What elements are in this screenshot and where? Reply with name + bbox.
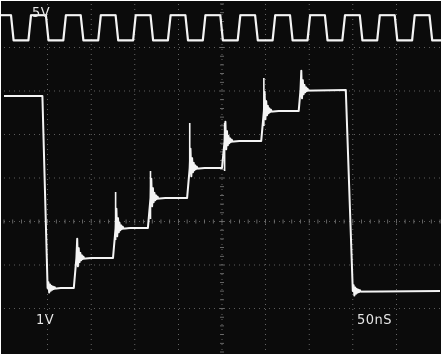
ch1-scale-label: 5V xyxy=(32,6,50,21)
ch2-staircase-trace xyxy=(4,69,441,297)
traces xyxy=(0,14,442,297)
ch1-clock-trace xyxy=(0,14,442,42)
graticule xyxy=(3,3,441,353)
timebase-label: 50nS xyxy=(357,313,392,328)
ch2-scale-label: 1V xyxy=(36,313,54,328)
